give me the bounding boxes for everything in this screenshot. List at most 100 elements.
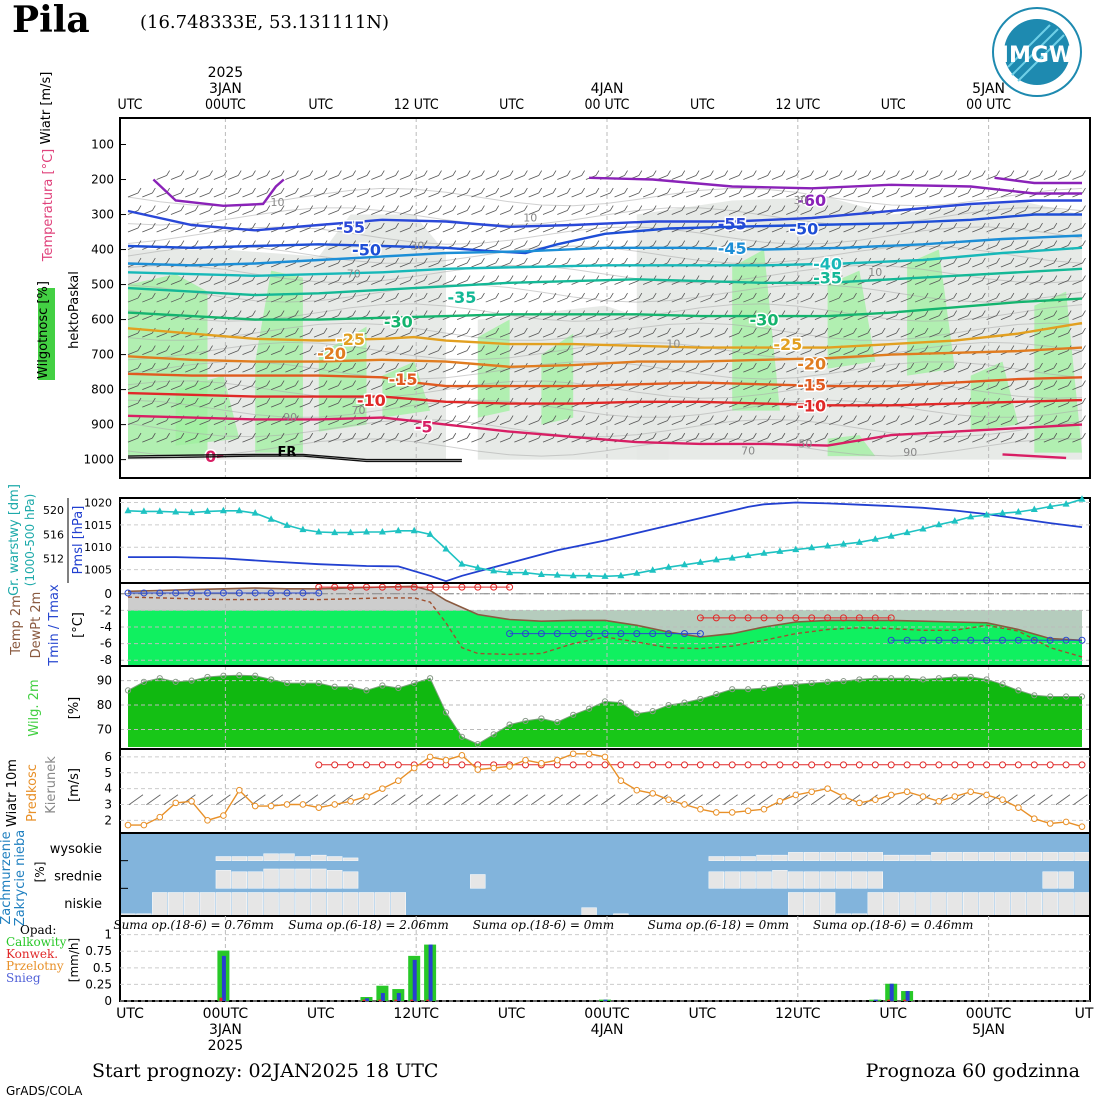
wind-barb-flag	[481, 345, 485, 351]
wind-barb	[914, 297, 926, 303]
wind-barb-flag	[323, 205, 328, 211]
wind-barb	[385, 227, 396, 233]
wind-barb-flag	[667, 222, 671, 229]
wind-barb	[285, 280, 296, 285]
humidity-marker	[745, 686, 752, 693]
wind-barb-flag	[710, 327, 714, 334]
wind-barb	[185, 367, 196, 373]
wind-barb	[485, 315, 496, 320]
wind-barb-flag	[996, 240, 1000, 246]
wind-speed-marker	[331, 801, 339, 808]
wind-barb-flag	[752, 275, 757, 281]
wind-barb	[442, 402, 453, 408]
wind-barb	[771, 332, 783, 338]
wind-barb-flag	[953, 292, 958, 299]
humidity-marker	[697, 695, 704, 703]
humidity-marker	[236, 672, 243, 679]
wind-barb-flag	[724, 362, 729, 369]
wind-gust-marker	[1030, 761, 1038, 769]
cloud-high-bar	[311, 854, 327, 861]
wind-barb	[228, 175, 239, 180]
wind-barb	[972, 262, 983, 268]
wind-barb-flag	[151, 240, 156, 246]
wind-barb-flag	[137, 345, 142, 351]
wind-barb	[685, 437, 697, 443]
wind-barb	[857, 332, 868, 338]
wind-barb	[471, 297, 482, 303]
wind-barb	[185, 437, 196, 443]
thickness-marker	[188, 508, 196, 516]
wind-barb-flag	[151, 205, 156, 211]
wind-barb-flag	[738, 310, 743, 316]
wind-barb	[929, 420, 940, 425]
wind-barb-flag	[1039, 187, 1043, 194]
wind-barb	[757, 227, 768, 233]
wind-barb	[142, 385, 153, 390]
wind-barb	[843, 350, 854, 355]
wind-speed-marker	[887, 791, 895, 799]
wind-barb-flag	[194, 397, 199, 404]
wind-barb-flag	[495, 205, 500, 211]
cloud-high-bar	[247, 856, 263, 861]
wind-barb	[285, 297, 296, 303]
wind-barb	[886, 175, 897, 180]
wind-barb	[485, 227, 496, 233]
wind-barb	[528, 350, 539, 355]
wind-barb-flag	[1082, 257, 1086, 264]
wind-barb-flag	[624, 415, 628, 421]
wind-barb	[528, 315, 539, 320]
wind-barb	[671, 210, 682, 215]
wind-barb-flag	[223, 310, 228, 316]
wind-barb	[328, 210, 339, 215]
wind-gust-marker	[1046, 761, 1054, 769]
wind-barb	[914, 420, 926, 425]
cloud-low-bar	[1026, 892, 1042, 917]
wind-barb-flag	[810, 170, 814, 176]
wind-barb-flag	[609, 257, 614, 264]
wind-barb-flag	[223, 240, 228, 246]
wind-barb-flag	[380, 257, 385, 264]
wind-barb	[471, 420, 482, 425]
thickness-marker	[1078, 495, 1086, 502]
precip-snow-bar	[873, 999, 878, 1001]
wind-barb	[829, 297, 840, 303]
humidity-isoline	[127, 284, 1083, 303]
wind-barb	[213, 420, 225, 425]
humidity-high-shade	[318, 326, 367, 432]
wind-tick: 5	[104, 766, 112, 780]
wind-barb	[299, 420, 310, 425]
wind-barb	[285, 367, 296, 373]
wind-barb	[914, 367, 926, 373]
thickness-marker	[124, 506, 132, 514]
wind-barb	[728, 437, 740, 443]
wind-barb	[399, 210, 411, 215]
wind-barb	[628, 385, 639, 390]
wind-barb	[714, 402, 725, 408]
wind-barb-flag	[1039, 292, 1043, 299]
wind-barb-flag	[280, 362, 285, 369]
tmax2-marker	[760, 614, 768, 622]
wind-gust-marker	[633, 761, 641, 769]
wind-barb	[557, 227, 568, 233]
wind-barb	[571, 367, 582, 373]
wind-barb-flag	[609, 205, 614, 211]
wind-barb-flag	[638, 205, 643, 211]
thickness-marker	[331, 528, 339, 536]
wind-barb-flag	[438, 415, 442, 421]
wind-barb	[399, 297, 411, 303]
wind-barb-flag	[438, 240, 442, 246]
thickness-marker	[1046, 502, 1054, 509]
humidity-label: 30	[794, 194, 808, 207]
wind-barb	[299, 227, 310, 233]
wind-barb-flag	[1039, 275, 1043, 281]
wind-barb-flag	[810, 362, 814, 369]
wind-barb	[456, 420, 468, 425]
tmin3-marker	[935, 636, 943, 644]
wind-barb	[156, 227, 167, 233]
wind-barb-flag	[767, 415, 771, 421]
wind-barb	[628, 315, 639, 320]
wind-barb	[1058, 420, 1069, 425]
wind-barb-flag	[481, 240, 485, 246]
wind-barb	[614, 420, 625, 425]
wind-barb	[456, 175, 468, 180]
